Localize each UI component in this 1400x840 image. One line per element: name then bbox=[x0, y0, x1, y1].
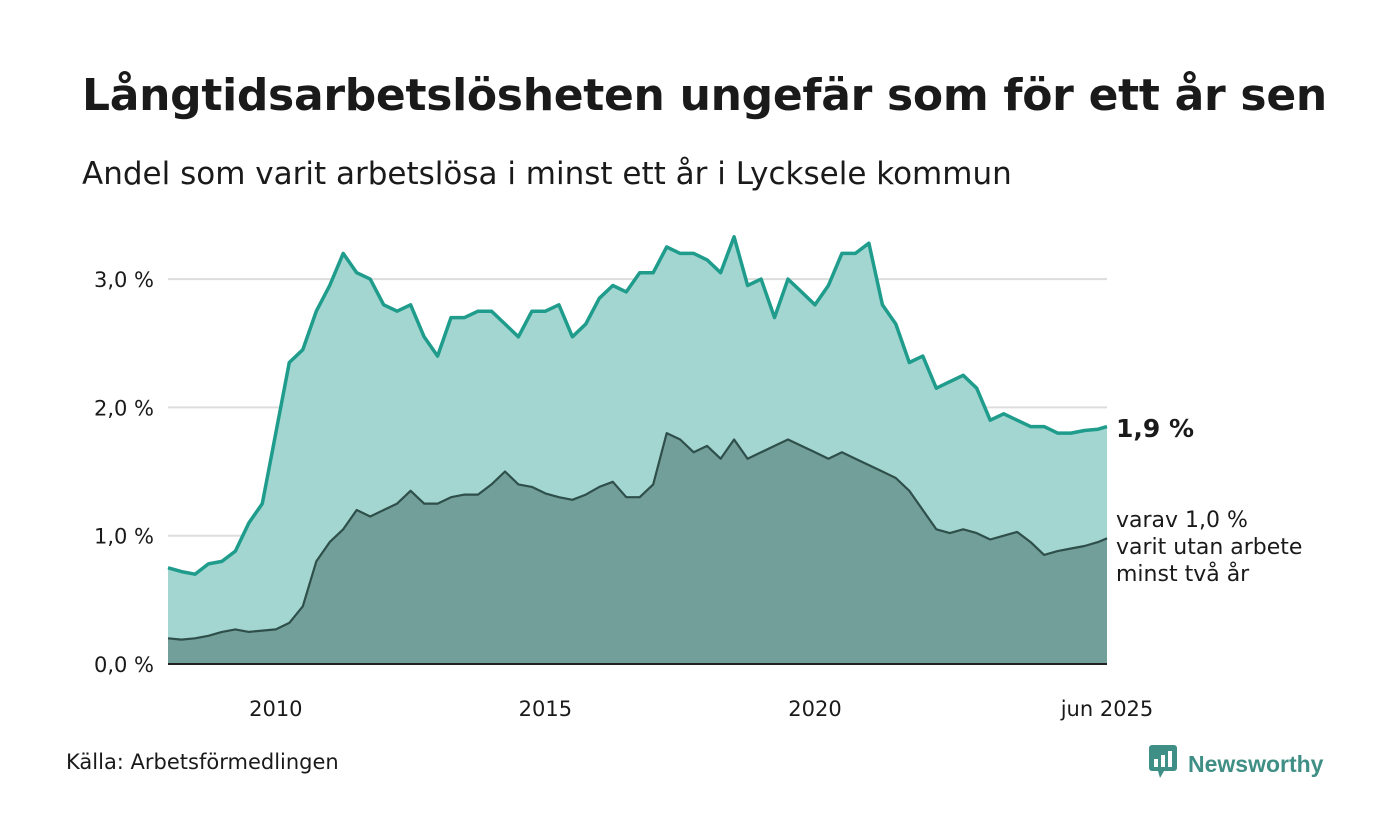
end-label-total: 1,9 % bbox=[1116, 414, 1194, 443]
line-minst-ett-ar bbox=[167, 235, 1108, 576]
x-tick-label: 2010 bbox=[249, 697, 302, 721]
chart-areas bbox=[167, 235, 1108, 665]
brand-name: Newsworthy bbox=[1188, 750, 1324, 777]
y-tick-label: 2,0 % bbox=[94, 396, 154, 420]
x-axis-ticks: 2010 2015 2020 jun 2025 bbox=[249, 697, 1153, 721]
x-tick-label: 2015 bbox=[519, 697, 572, 721]
newsworthy-logo-icon bbox=[1148, 744, 1178, 784]
chart-subtitle: Andel som varit arbetslösa i minst ett å… bbox=[82, 156, 1012, 192]
y-axis-ticks: 0,0 % 1,0 % 2,0 % 3,0 % bbox=[94, 268, 154, 677]
brand-logo[interactable]: Newsworthy bbox=[1148, 744, 1323, 784]
y-tick-label: 0,0 % bbox=[94, 653, 154, 677]
y-tick-label: 3,0 % bbox=[94, 268, 154, 292]
end-label-sub-line2: varit utan arbete bbox=[1116, 535, 1302, 560]
x-tick-label: 2020 bbox=[788, 697, 841, 721]
source-note: Källa: Arbetsförmedlingen bbox=[66, 750, 339, 774]
end-label-sub-line3: minst två år bbox=[1116, 561, 1250, 587]
area-chart: 0,0 % 1,0 % 2,0 % 3,0 % 2010 2015 2020 jun 202… bbox=[94, 235, 1302, 721]
x-tick-label: jun 2025 bbox=[1060, 697, 1154, 721]
chart-title: Långtidsarbetslösheten ungefär som för e… bbox=[82, 70, 1327, 121]
line-minst-tva-ar bbox=[167, 432, 1108, 641]
area-minst-tva-ar bbox=[168, 433, 1107, 664]
end-label-sub-line1: varav 1,0 % bbox=[1116, 508, 1248, 533]
y-tick-label: 1,0 % bbox=[94, 525, 154, 549]
